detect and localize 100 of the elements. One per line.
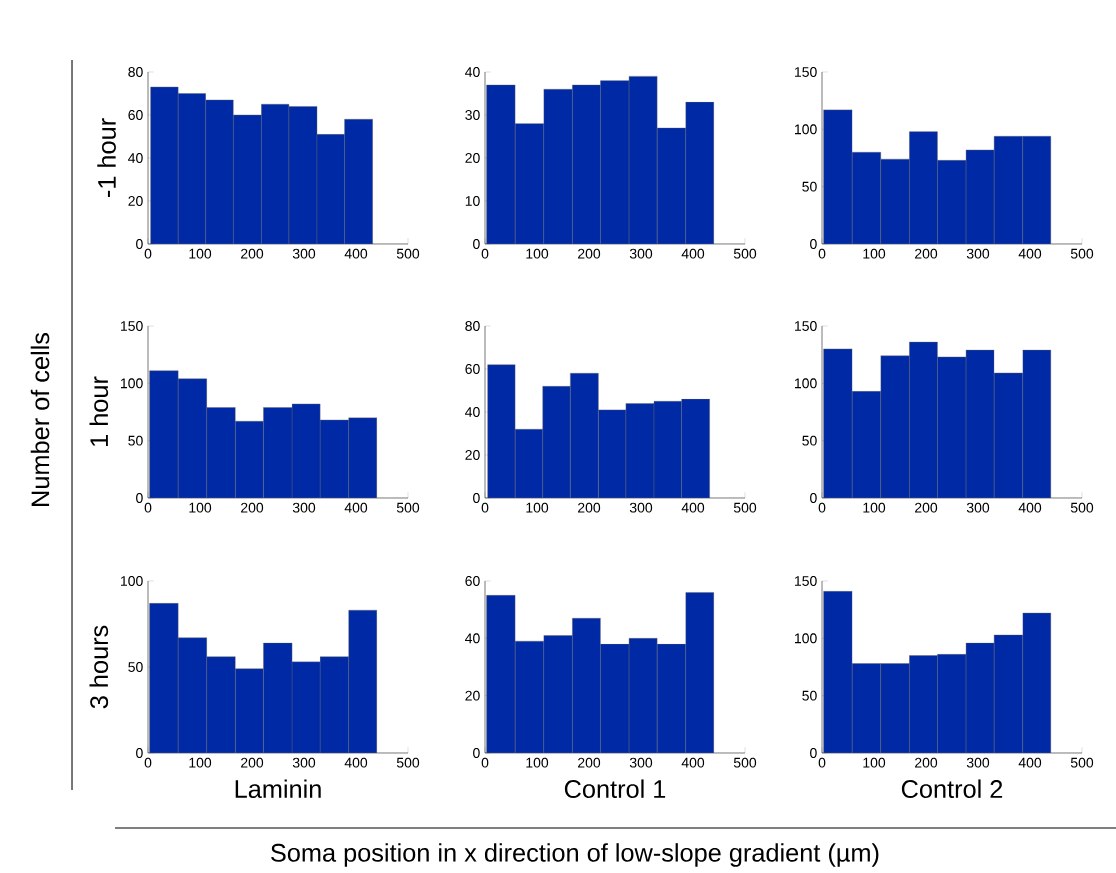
y-tick-label: 100: [795, 378, 817, 389]
y-tick-label: 20: [128, 196, 143, 206]
y-tick-label: 40: [128, 153, 143, 163]
y-tick-label: 100: [121, 576, 143, 586]
x-tick-label: 300: [292, 502, 316, 513]
y-tick-label: 0: [136, 493, 143, 503]
x-tick-label: 400: [1018, 502, 1042, 513]
y-axis-title: 3 hours: [89, 625, 109, 709]
x-tick-label: 0: [144, 248, 152, 259]
x-tick-label: 100: [526, 757, 549, 768]
x-axis-title: Laminin: [235, 779, 321, 799]
x-tick-label: 400: [1018, 757, 1042, 768]
y-tick-label: 150: [795, 321, 817, 331]
x-tick-label: 0: [818, 757, 826, 768]
x-tick-label: 400: [681, 502, 705, 513]
x-tick-label: 300: [966, 757, 990, 768]
y-tick-label: 50: [128, 662, 143, 672]
y-tick-label: 20: [465, 450, 480, 460]
x-tick-label: 200: [578, 248, 601, 259]
x-tick-label: 100: [526, 248, 549, 259]
x-tick-label: 500: [733, 248, 757, 259]
y-tick-label: 50: [802, 690, 817, 701]
x-tick-label: 100: [863, 757, 886, 768]
y-tick-label: 30: [465, 110, 480, 120]
y-tick-label: 50: [802, 435, 817, 446]
x-tick-label: 300: [629, 757, 653, 768]
x-tick-label: 400: [344, 502, 368, 513]
x-tick-label: 500: [1070, 502, 1094, 513]
x-tick-label: 500: [733, 502, 757, 513]
y-tick-label: 150: [795, 67, 817, 77]
y-axis-title: -1 hour: [97, 118, 116, 197]
y-tick-label: 150: [795, 576, 817, 586]
y-tick-label: 50: [802, 181, 817, 192]
y-tick-label: 50: [128, 435, 143, 446]
x-tick-label: 200: [915, 248, 938, 259]
x-tick-label: 300: [292, 248, 316, 259]
text: Number of cells: [30, 332, 50, 506]
x-tick-label: 400: [1018, 248, 1042, 259]
x-tick-label: 300: [629, 248, 653, 259]
x-tick-label: 500: [396, 502, 420, 513]
y-tick-label: 150: [121, 321, 143, 331]
x-tick-label: 200: [915, 757, 938, 768]
x-tick-label: 500: [733, 757, 757, 768]
x-axis-title: Control 2: [901, 779, 1003, 799]
y-tick-label: 20: [465, 690, 480, 701]
y-tick-label: 0: [136, 239, 143, 249]
x-tick-label: 0: [481, 248, 489, 259]
x-tick-label: 400: [681, 757, 705, 768]
x-tick-label: 0: [481, 757, 489, 768]
x-tick-label: 100: [863, 248, 886, 259]
y-tick-label: 60: [128, 110, 143, 120]
x-tick-label: 400: [681, 248, 705, 259]
x-tick-label: 0: [818, 248, 826, 259]
x-tick-label: 300: [629, 502, 653, 513]
x-tick-label: 200: [241, 248, 264, 259]
y-tick-label: 40: [465, 633, 480, 644]
x-tick-label: 500: [1070, 757, 1094, 768]
y-tick-label: 40: [465, 407, 480, 417]
y-tick-label: 80: [128, 67, 143, 77]
x-tick-label: 0: [144, 757, 152, 768]
y-tick-label: 60: [465, 364, 480, 374]
y-axis-title: 1 hour: [89, 376, 109, 446]
y-tick-label: 0: [810, 748, 817, 758]
y-tick-label: 100: [795, 124, 817, 135]
x-tick-label: 100: [863, 502, 886, 513]
x-tick-label: 200: [915, 502, 938, 513]
x-tick-label: 100: [526, 502, 549, 513]
y-tick-label: 100: [795, 633, 817, 644]
y-tick-label: 0: [473, 493, 480, 503]
text: Soma position in x direction of low-slope gradient (µm): [271, 843, 879, 867]
y-tick-label: 0: [810, 493, 817, 503]
x-tick-label: 400: [344, 757, 368, 768]
x-tick-label: 0: [144, 502, 152, 513]
y-tick-label: 10: [465, 196, 480, 206]
y-tick-label: 0: [473, 748, 480, 758]
x-tick-label: 200: [241, 502, 264, 513]
x-tick-label: 400: [344, 248, 368, 259]
x-tick-label: 0: [818, 502, 826, 513]
x-tick-label: 0: [481, 502, 489, 513]
x-tick-label: 500: [1070, 248, 1094, 259]
y-tick-label: 80: [465, 321, 480, 331]
y-tick-label: 0: [136, 748, 143, 758]
y-tick-label: 0: [810, 239, 817, 249]
x-tick-label: 300: [966, 248, 990, 259]
x-tick-label: 300: [966, 502, 990, 513]
x-axis-title: Control 1: [564, 779, 666, 799]
x-tick-label: 100: [189, 757, 212, 768]
x-tick-label: 500: [396, 757, 420, 768]
y-tick-label: 60: [465, 576, 480, 586]
x-tick-label: 100: [189, 248, 212, 259]
y-tick-label: 0: [473, 239, 480, 249]
x-tick-label: 200: [241, 757, 264, 768]
x-tick-label: 200: [578, 502, 601, 513]
y-tick-label: 40: [465, 67, 480, 77]
x-tick-label: 200: [578, 757, 601, 768]
x-tick-label: 300: [292, 757, 316, 768]
y-tick-label: 20: [465, 153, 480, 163]
y-tick-label: 100: [121, 378, 143, 389]
x-tick-label: 100: [189, 502, 212, 513]
x-tick-label: 500: [396, 248, 420, 259]
